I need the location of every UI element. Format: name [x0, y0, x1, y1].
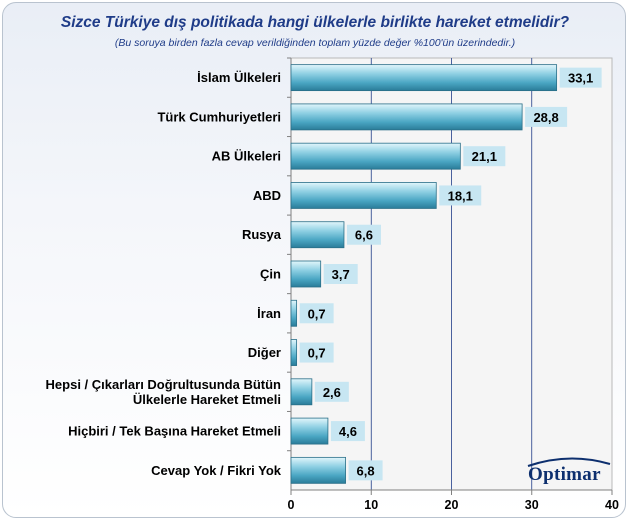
- value-label-box: [330, 421, 365, 442]
- chart-subtitle: (Bu soruya birden fazla cevap verildiğin…: [114, 37, 516, 49]
- value-label-box: [299, 342, 334, 363]
- bar: [290, 299, 298, 327]
- category-label: ABD: [253, 188, 281, 203]
- category-label: Hiçbiri / Tek Başına Hareket Etmeli: [68, 424, 281, 439]
- value-label: 6,8: [357, 463, 375, 478]
- x-tick-label: 20: [445, 498, 459, 512]
- category-label: Türk Cumhuriyetleri: [157, 109, 281, 124]
- x-tick-label: 30: [525, 498, 539, 512]
- optimar-logo-swoosh: [527, 457, 611, 467]
- value-label-box: [299, 303, 334, 324]
- bar: [290, 378, 313, 406]
- bar: [290, 260, 322, 288]
- value-label-box: [439, 185, 482, 206]
- value-label-box: [323, 264, 358, 284]
- value-label: 0,7: [308, 306, 326, 321]
- category-label: Ülkelerle Hareket Etmeli: [133, 392, 281, 407]
- bar: [290, 142, 461, 170]
- category-label: Hepsi / Çıkarları Doğrultusunda Bütün: [46, 377, 282, 392]
- bar: [290, 417, 329, 445]
- value-label-box: [559, 67, 602, 88]
- value-label: 18,1: [448, 188, 473, 203]
- bar: [290, 221, 345, 249]
- value-label: 2,6: [323, 385, 341, 400]
- value-label: 33,1: [568, 71, 593, 86]
- value-label: 28,8: [533, 110, 558, 125]
- bar: [290, 64, 558, 92]
- category-label: Rusya: [242, 227, 282, 242]
- value-label: 0,7: [308, 346, 326, 361]
- bar: [290, 103, 523, 131]
- value-label-box: [525, 106, 568, 127]
- category-label: AB Ülkeleri: [212, 149, 281, 164]
- value-label-box: [463, 146, 506, 167]
- bar: [290, 182, 437, 209]
- x-tick-label: 40: [605, 498, 619, 512]
- category-label: İran: [257, 306, 281, 321]
- bar: [290, 339, 298, 366]
- bar: [290, 456, 346, 484]
- optimar-logo: Optimar: [528, 464, 601, 485]
- value-label: 3,7: [332, 267, 350, 282]
- value-label-box: [346, 224, 381, 245]
- value-label-box: [348, 460, 383, 481]
- category-label: Çin: [260, 267, 281, 282]
- value-label: 21,1: [472, 149, 497, 164]
- chart-title: Sizce Türkiye dış politikada hangi ülkel…: [60, 14, 570, 31]
- category-label: Cevap Yok / Fikri Yok: [151, 463, 282, 478]
- category-label: İslam Ülkeleri: [197, 70, 281, 85]
- x-tick-label: 0: [288, 498, 295, 512]
- x-tick-label: 10: [364, 498, 378, 512]
- value-label: 4,6: [339, 424, 357, 439]
- plot-area: 0 10 20 30 40 33,1 İslam Ülkeleri 28,8 Türk Cumh…: [46, 57, 619, 512]
- value-label-box: [314, 381, 349, 402]
- value-label: 6,6: [355, 228, 373, 243]
- category-label: Diğer: [248, 345, 281, 360]
